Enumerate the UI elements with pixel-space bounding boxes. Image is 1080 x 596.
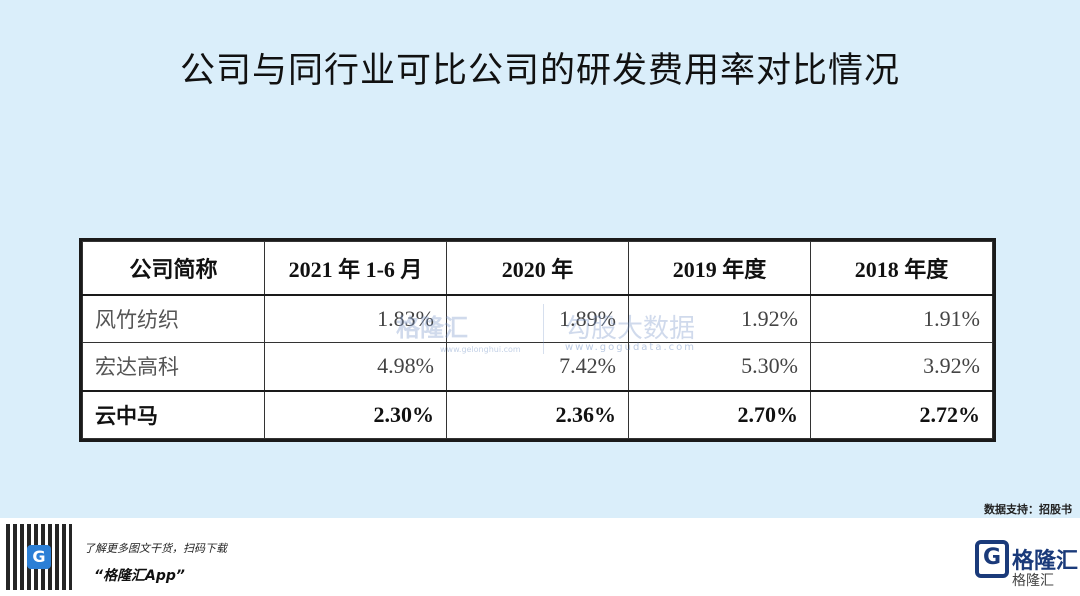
table-row: 风竹纺织 1.83% 1.89% 1.92% 1.91% [82, 294, 993, 344]
table-cell: 2.70% [628, 389, 811, 439]
table-header-row: 公司简称 2021 年 1-6 月 2020 年 2019 年度 2018 年度 [82, 241, 993, 296]
header-cell: 2019 年度 [628, 241, 811, 296]
watermark-divider [543, 304, 544, 354]
page-title: 公司与同行业可比公司的研发费用率对比情况 [179, 51, 900, 91]
company-name: 宏达高科 [82, 342, 265, 392]
footer [0, 518, 1080, 596]
company-name: 云中马 [82, 389, 265, 439]
header-cell: 2020 年 [446, 241, 629, 296]
header-cell: 公司简称 [82, 241, 265, 296]
header-cell: 2018 年度 [810, 241, 993, 296]
footer-app-name: “格隆汇App” [94, 568, 185, 584]
comparison-table: 公司简称 2021 年 1-6 月 2020 年 2019 年度 2018 年度… [79, 238, 996, 442]
footer-promo-text: 了解更多图文干货，扫码下载 [84, 542, 227, 555]
table-cell: 2.30% [264, 389, 447, 439]
logo-subtext: 格隆汇 [1012, 573, 1054, 589]
table-cell: 2.36% [446, 389, 629, 439]
table-row-highlight: 云中马 2.30% 2.36% 2.70% 2.72% [82, 389, 993, 439]
table-cell: 1.92% [628, 294, 811, 344]
logo-text: 格隆汇 [1012, 549, 1079, 574]
table-cell: 1.91% [810, 294, 993, 344]
table-cell: 1.89% [446, 294, 629, 344]
table-cell: 4.98% [264, 342, 447, 392]
watermark-gogudata-url: www.gogudata.com [565, 342, 697, 353]
table-cell: 1.83% [264, 294, 447, 344]
data-source: 数据支持：招股书 [984, 503, 1072, 516]
table-cell: 3.92% [810, 342, 993, 392]
gelonghui-logo-icon: G [975, 540, 1009, 578]
table-row: 宏达高科 4.98% 7.42% 5.30% 3.92% [82, 342, 993, 392]
company-name: 风竹纺织 [82, 294, 265, 344]
watermark-gelonghui: 格隆汇 [396, 314, 468, 342]
qr-badge-icon: G [27, 545, 51, 569]
table-cell: 2.72% [810, 389, 993, 439]
watermark-gelonghui-url: www.gelonghui.com [440, 345, 521, 354]
header-cell: 2021 年 1-6 月 [264, 241, 447, 296]
watermark-gogudata: 勾股大数据 [565, 314, 696, 344]
